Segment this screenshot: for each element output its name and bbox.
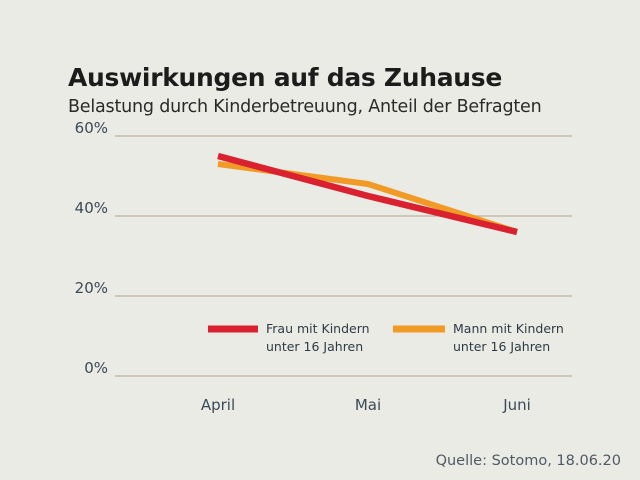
x-axis-tick-labels: April Mai Juni <box>201 396 531 414</box>
source-note: Quelle: Sotomo, 18.06.20 <box>435 453 621 469</box>
legend-label-frau: Frau mit Kindern <box>266 321 370 336</box>
x-tick-label: April <box>201 396 235 414</box>
legend-label-mann: Mann mit Kindern <box>453 321 564 336</box>
gridlines <box>115 135 572 377</box>
x-tick-label: Juni <box>502 396 531 414</box>
chart-title: Auswirkungen auf das Zuhause <box>68 63 503 92</box>
series-line-frau <box>217 152 518 236</box>
y-tick-label: 60% <box>75 119 108 137</box>
y-tick-label: 40% <box>75 199 108 217</box>
series-lines <box>217 152 518 236</box>
y-tick-label: 0% <box>84 359 108 377</box>
y-axis-tick-labels: 0% 20% 40% 60% <box>75 119 108 377</box>
chart-subtitle: Belastung durch Kinderbetreuung, Anteil … <box>68 97 542 117</box>
legend-label-mann: unter 16 Jahren <box>453 339 550 354</box>
y-tick-label: 20% <box>75 279 108 297</box>
legend-label-frau: unter 16 Jahren <box>266 339 363 354</box>
x-tick-label: Mai <box>355 396 381 414</box>
legend: Frau mit Kindern unter 16 Jahren Mann mit … <box>208 321 564 354</box>
